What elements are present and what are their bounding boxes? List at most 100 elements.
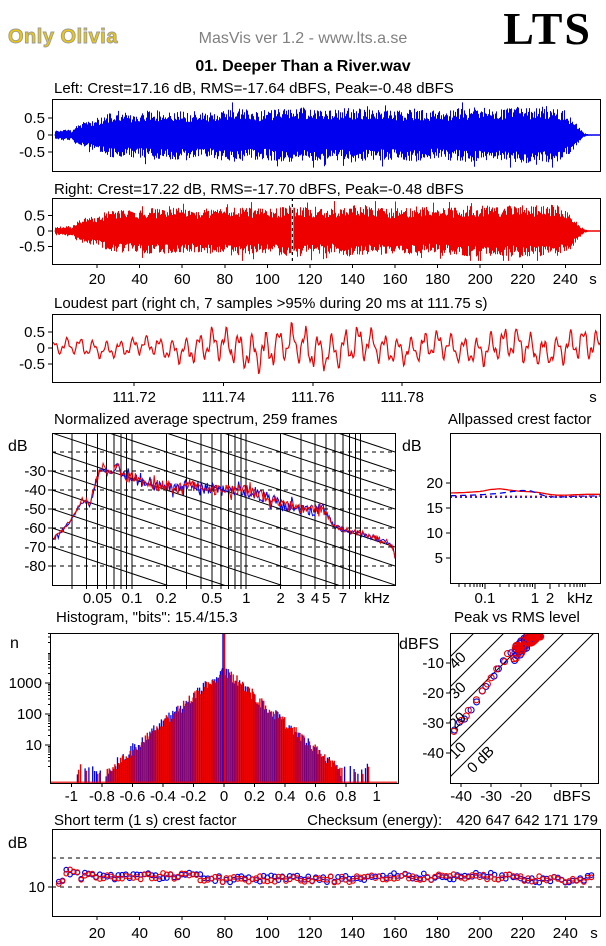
svg-text:111.72: 111.72 [112, 389, 156, 406]
svg-text:-30: -30 [480, 788, 502, 805]
peak-vs-rms-ylabel: dBFS [399, 636, 440, 653]
svg-text:120: 120 [297, 925, 322, 942]
svg-text:3: 3 [297, 590, 305, 607]
svg-text:-40: -40 [24, 482, 46, 499]
right-channel-stats-title: Right: Crest=17.22 dB, RMS=-17.70 dBFS, … [54, 181, 464, 198]
allpassed-ylabel: dB [402, 438, 422, 455]
svg-text:0: 0 [37, 223, 45, 240]
svg-text:120: 120 [297, 271, 322, 288]
spectrum-plot: -30 -40 -50 -60 -70 -80 0.05 0.1 0.2 0.5 1 2 3 4 5 7 kHz [24, 433, 396, 607]
svg-text:-80: -80 [24, 558, 46, 575]
svg-text:60: 60 [174, 271, 191, 288]
svg-text:180: 180 [425, 271, 450, 288]
svg-text:s: s [589, 389, 597, 406]
svg-text:100: 100 [17, 706, 42, 723]
svg-text:40: 40 [131, 925, 148, 942]
svg-text:15: 15 [426, 500, 443, 517]
svg-text:-30: -30 [24, 463, 46, 480]
svg-text:0.2: 0.2 [156, 590, 177, 607]
svg-text:-0.5: -0.5 [19, 144, 45, 161]
svg-text:1000: 1000 [9, 675, 42, 692]
svg-text:180: 180 [425, 925, 450, 942]
svg-text:0.4: 0.4 [275, 788, 296, 805]
histogram-plot: 10 100 1000 -1 -0.8 -0.6 -0.4 -0.2 0 0.2 0.4 0.6 0.8… [9, 632, 399, 805]
svg-text:220: 220 [510, 925, 535, 942]
svg-text:200: 200 [468, 925, 493, 942]
svg-text:240: 240 [553, 271, 578, 288]
allpassed-crest-plot: 20 15 10 5 0.1 1 2 kHz [426, 433, 601, 607]
svg-text:4: 4 [311, 590, 319, 607]
svg-text:-0.2: -0.2 [181, 788, 207, 805]
svg-text:5: 5 [435, 550, 443, 567]
svg-text:s: s [590, 925, 598, 942]
svg-text:0.5: 0.5 [24, 110, 45, 127]
svg-text:80: 80 [216, 925, 233, 942]
loudest-part-plot: 0.50-0.5 111.72 111.74 111.76 111.78 s [19, 314, 601, 406]
svg-text:-70: -70 [24, 539, 46, 556]
svg-text:111.74: 111.74 [202, 389, 246, 406]
svg-text:80: 80 [216, 271, 233, 288]
svg-text:200: 200 [468, 271, 493, 288]
right-waveform-plot: 0.50-0.5 20 40 60 80 100 120 140 160 180 200 220 240… [19, 198, 601, 288]
svg-text:10: 10 [25, 737, 42, 754]
svg-text:240: 240 [553, 925, 578, 942]
svg-text:1: 1 [242, 590, 250, 607]
svg-text:kHz: kHz [567, 590, 593, 607]
svg-text:-1: -1 [65, 788, 78, 805]
svg-text:30: 30 [446, 679, 470, 703]
svg-text:0.05: 0.05 [83, 590, 112, 607]
svg-text:10: 10 [426, 525, 443, 542]
svg-text:111.78: 111.78 [380, 389, 424, 406]
spectrum-ylabel: dB [8, 438, 28, 455]
svg-text:-0.4: -0.4 [150, 788, 176, 805]
svg-text:0 dB: 0 dB [464, 743, 498, 777]
svg-text:-0.8: -0.8 [89, 788, 115, 805]
svg-text:0: 0 [37, 340, 45, 357]
svg-text:-0.6: -0.6 [119, 788, 145, 805]
svg-text:20: 20 [426, 475, 443, 492]
svg-text:0.2: 0.2 [244, 788, 265, 805]
svg-text:160: 160 [383, 271, 408, 288]
loudest-part-title: Loudest part (right ch, 7 samples >95% d… [54, 295, 488, 312]
svg-text:7: 7 [339, 590, 347, 607]
svg-text:0.5: 0.5 [24, 324, 45, 341]
svg-text:2: 2 [546, 590, 554, 607]
svg-text:140: 140 [340, 925, 365, 942]
svg-text:5: 5 [322, 590, 330, 607]
svg-text:140: 140 [340, 271, 365, 288]
allpassed-crest-title: Allpassed crest factor [448, 411, 592, 428]
histogram-ylabel: n [10, 635, 19, 652]
svg-text:s: s [589, 271, 597, 288]
lts-logo: LTS [503, 3, 592, 54]
svg-text:60: 60 [174, 925, 191, 942]
svg-text:0.6: 0.6 [305, 788, 326, 805]
left-channel-stats-title: Left: Crest=17.16 dB, RMS=-17.64 dBFS, P… [54, 80, 454, 97]
checksum-row: Checksum (energy): 420 647 642 171 179 [307, 812, 598, 829]
svg-text:40: 40 [446, 649, 470, 673]
svg-text:0: 0 [37, 127, 45, 144]
svg-text:-40: -40 [450, 788, 472, 805]
histogram-title: Histogram, "bits": 15.4/15.3 [56, 609, 238, 626]
svg-text:100: 100 [255, 271, 280, 288]
svg-text:111.76: 111.76 [291, 389, 335, 406]
svg-text:-50: -50 [24, 501, 46, 518]
short-term-ylabel: dB [8, 835, 28, 852]
svg-text:-60: -60 [24, 520, 46, 537]
svg-text:1: 1 [372, 788, 380, 805]
svg-text:160: 160 [383, 925, 408, 942]
track-title: 01. Deeper Than a River.wav [195, 58, 411, 75]
app-version-text: MasVis ver 1.2 - www.lts.a.se [198, 30, 408, 47]
svg-text:dBFS: dBFS [553, 788, 591, 805]
svg-text:40: 40 [131, 271, 148, 288]
svg-text:0.5: 0.5 [24, 207, 45, 224]
checksum-value: 420 647 642 171 179 [456, 812, 598, 829]
svg-text:0.1: 0.1 [121, 590, 142, 607]
svg-text:20: 20 [89, 271, 106, 288]
svg-text:-30: -30 [422, 715, 444, 732]
svg-text:100: 100 [255, 925, 280, 942]
svg-text:220: 220 [510, 271, 535, 288]
svg-text:-10: -10 [422, 655, 444, 672]
